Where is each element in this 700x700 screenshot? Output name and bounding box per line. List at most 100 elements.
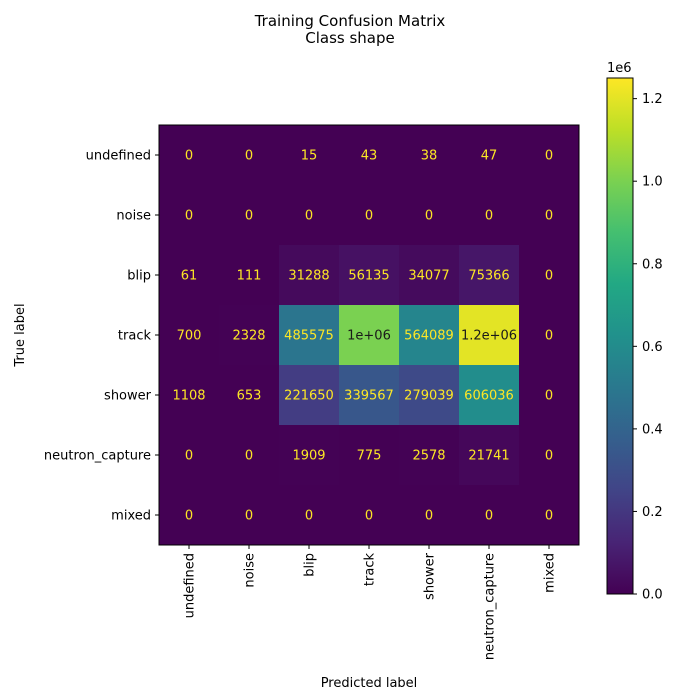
cell-value-label: 0	[545, 449, 553, 464]
heatmap-cell	[219, 245, 280, 306]
heatmap-cell	[219, 305, 280, 366]
heatmap-cells	[159, 125, 580, 546]
heatmap-cell	[219, 485, 280, 546]
heatmap-cell	[459, 185, 520, 246]
cell-value-label: 38	[421, 149, 438, 164]
x-tick-label: track	[363, 553, 378, 587]
heatmap-cell	[339, 245, 400, 306]
heatmap-cell	[399, 485, 460, 546]
cell-value-label: 0	[245, 149, 253, 164]
cell-value-label: 606036	[464, 389, 514, 404]
heatmap-cell	[279, 125, 340, 186]
cell-value-label: 15	[301, 149, 318, 164]
cell-value-label: 1.2e+06	[461, 329, 517, 344]
cell-value-label: 61	[181, 269, 198, 284]
cell-value-label: 0	[305, 509, 313, 524]
heatmap-cell	[219, 185, 280, 246]
y-tick-label: neutron_capture	[44, 449, 151, 464]
cell-value-label: 21741	[468, 449, 509, 464]
cell-value-label: 0	[185, 209, 193, 224]
cell-value-label: 0	[545, 329, 553, 344]
cell-value-label: 0	[245, 449, 253, 464]
colorbar-tick-label: 0.2	[642, 505, 663, 520]
cell-value-label: 221650	[284, 389, 334, 404]
cell-value-label: 56135	[348, 269, 389, 284]
cell-value-label: 0	[305, 209, 313, 224]
heatmap-cell	[519, 425, 580, 486]
heatmap-cell	[519, 245, 580, 306]
heatmap-cell	[159, 185, 220, 246]
heatmap-cell	[459, 365, 520, 426]
cell-value-label: 0	[365, 509, 373, 524]
y-tick-label: track	[118, 329, 152, 344]
cell-value-label: 43	[361, 149, 378, 164]
heatmap-cell	[339, 485, 400, 546]
heatmap-cell	[159, 305, 220, 366]
colorbar	[606, 77, 634, 595]
cell-value-label: 0	[185, 449, 193, 464]
heatmap-cell	[219, 425, 280, 486]
cell-value-label: 34077	[408, 269, 449, 284]
heatmap-cell	[399, 185, 460, 246]
cell-value-label: 31288	[288, 269, 329, 284]
y-tick-label: shower	[104, 389, 152, 404]
heatmap-cell-labels: 0 0 15 43 38 47 0 0 0 0 0 0 0 0 61 111 31288 56135 34077 75…	[172, 149, 553, 524]
x-tick-label: shower	[423, 552, 438, 600]
heatmap-cell	[459, 305, 520, 366]
heatmap-cell	[279, 245, 340, 306]
cell-value-label: 0	[365, 209, 373, 224]
cell-value-label: 0	[545, 209, 553, 224]
x-tick-label: blip	[303, 553, 318, 577]
x-axis-label: Predicted label	[321, 676, 418, 691]
heatmap-cell	[279, 185, 340, 246]
cell-value-label: 2578	[412, 449, 445, 464]
cell-value-label: 1108	[172, 389, 205, 404]
cell-value-label: 1e+06	[347, 329, 391, 344]
cell-value-label: 111	[237, 269, 262, 284]
heatmap-cell	[159, 245, 220, 306]
x-axis-ticks: undefined noise blip track shower neutron_cap…	[183, 545, 558, 660]
y-axis-label: True label	[13, 303, 28, 367]
y-tick-label: mixed	[111, 509, 151, 524]
y-tick-label: noise	[116, 209, 151, 224]
cell-value-label: 1909	[292, 449, 325, 464]
cell-value-label: 0	[425, 209, 433, 224]
cell-value-label: 0	[545, 509, 553, 524]
cell-value-label: 485575	[284, 329, 334, 344]
colorbar-tick-label: 0.0	[642, 588, 663, 603]
heatmap-cell	[519, 125, 580, 186]
heatmap-cell	[519, 305, 580, 366]
heatmap-cell	[519, 485, 580, 546]
heatmap-cell	[159, 365, 220, 426]
heatmap-cell	[519, 365, 580, 426]
x-tick-label: undefined	[183, 553, 198, 618]
heatmap-cell	[279, 365, 340, 426]
heatmap-cell	[219, 365, 280, 426]
heatmap-cell	[459, 485, 520, 546]
cell-value-label: 0	[245, 209, 253, 224]
cell-value-label: 75366	[468, 269, 509, 284]
colorbar-tick-label: 0.4	[642, 422, 663, 437]
cell-value-label: 0	[185, 509, 193, 524]
heatmap-cell	[339, 365, 400, 426]
heatmap-cell	[159, 125, 220, 186]
heatmap-cell	[399, 425, 460, 486]
cell-value-label: 0	[425, 509, 433, 524]
cell-value-label: 2328	[232, 329, 265, 344]
cell-value-label: 0	[185, 149, 193, 164]
cell-value-label: 47	[481, 149, 498, 164]
cell-value-label: 0	[545, 149, 553, 164]
heatmap-cell	[399, 305, 460, 366]
heatmap-cell	[279, 425, 340, 486]
cell-value-label: 775	[357, 449, 382, 464]
cell-value-label: 564089	[404, 329, 454, 344]
heatmap-cell	[339, 305, 400, 366]
heatmap-cell	[399, 245, 460, 306]
cell-value-label: 0	[545, 389, 553, 404]
colorbar-tick-label: 1.2	[642, 92, 663, 107]
colorbar-offset-label: 1e6	[607, 61, 632, 76]
heatmap-cell	[339, 185, 400, 246]
y-tick-label: undefined	[86, 149, 151, 164]
cell-value-label: 0	[545, 269, 553, 284]
heatmap-cell	[399, 365, 460, 426]
